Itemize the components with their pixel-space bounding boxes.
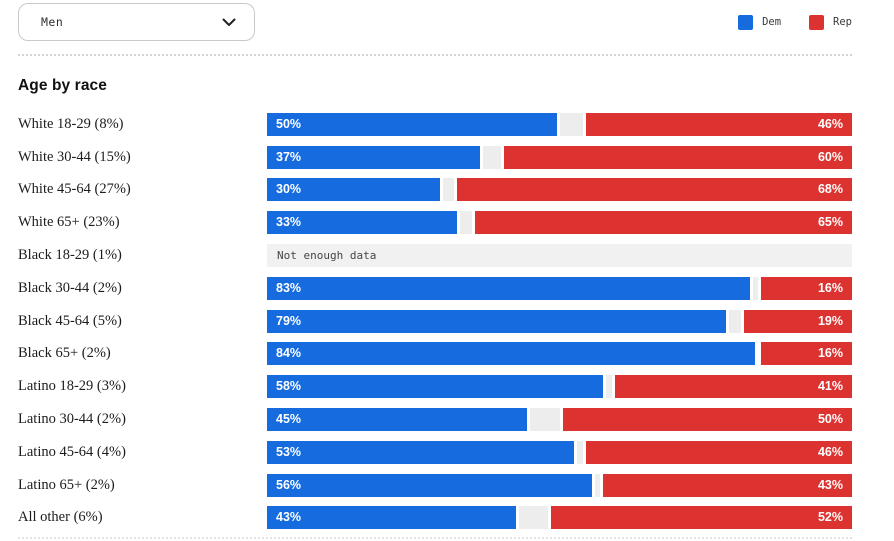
row-label: White 18-29 (8%) — [18, 115, 124, 132]
row-label: Black 45-64 (5%) — [18, 312, 122, 329]
rep-bar: 50% — [559, 408, 852, 432]
chart-row: Latino 30-44 (2%) 45% 50% — [18, 403, 852, 436]
legend: Dem Rep — [738, 14, 852, 30]
gender-filter-dropdown[interactable]: Men — [18, 3, 255, 41]
dem-bar: 30% — [267, 178, 443, 202]
chevron-down-icon — [222, 18, 236, 27]
row-label: Latino 65+ (2%) — [18, 476, 115, 493]
rep-bar: 19% — [740, 309, 852, 333]
dem-bar: 33% — [267, 211, 461, 235]
row-label: All other (6%) — [18, 509, 103, 526]
legend-item-rep: Rep — [809, 14, 852, 30]
bar-track: 45% 50% — [267, 408, 852, 432]
legend-item-dem: Dem — [738, 14, 782, 30]
rep-bar: 52% — [547, 506, 852, 530]
chart-row: Latino 18-29 (3%) 58% 41% — [18, 370, 852, 403]
rep-bar: 41% — [612, 375, 852, 399]
row-label: White 65+ (23%) — [18, 214, 120, 231]
dem-bar: 83% — [267, 276, 753, 300]
dem-legend-label: Dem — [762, 16, 782, 28]
bar-track: 53% 46% — [267, 440, 852, 464]
bar-track: 83% 16% — [267, 276, 852, 300]
rep-bar: 43% — [600, 473, 852, 497]
rep-bar: 65% — [471, 211, 852, 235]
bottom-divider — [18, 537, 852, 540]
dem-bar: 45% — [267, 408, 531, 432]
row-label: White 30-44 (15%) — [18, 148, 131, 165]
chart-row: Latino 65+ (2%) 56% 43% — [18, 469, 852, 502]
dem-bar: 84% — [267, 342, 759, 366]
bar-track: 33% 65% — [267, 211, 852, 235]
bar-track: 30% 68% — [267, 178, 852, 202]
chart-rows: White 18-29 (8%) 50% 46% White 30-44 (15… — [18, 108, 852, 534]
dem-bar: 79% — [267, 309, 730, 333]
dem-bar: 37% — [267, 145, 484, 169]
chart-row: White 45-64 (27%) 30% 68% — [18, 174, 852, 207]
row-label: Black 18-29 (1%) — [18, 247, 122, 264]
dem-bar: 43% — [267, 506, 519, 530]
rep-bar: 16% — [758, 342, 852, 366]
dem-bar: 56% — [267, 473, 595, 497]
dem-bar: 53% — [267, 440, 578, 464]
chart-row: White 30-44 (15%) 37% 60% — [18, 141, 852, 174]
header: Men Dem Rep — [18, 3, 852, 41]
section-title: Age by race — [18, 77, 107, 94]
rep-legend-label: Rep — [833, 16, 852, 28]
row-label: White 45-64 (27%) — [18, 181, 131, 198]
row-label: Black 65+ (2%) — [18, 345, 111, 362]
rep-swatch-icon — [809, 14, 825, 30]
row-label: Black 30-44 (2%) — [18, 279, 122, 296]
chart-row: All other (6%) 43% 52% — [18, 502, 852, 535]
bar-track: Not enough data — [267, 244, 852, 268]
bar-track: 56% 43% — [267, 473, 852, 497]
row-label: Latino 18-29 (3%) — [18, 378, 126, 395]
chart-row: Black 18-29 (1%) Not enough data — [18, 239, 852, 272]
row-label: Latino 30-44 (2%) — [18, 411, 126, 428]
chart-row: Black 65+ (2%) 84% 16% — [18, 338, 852, 371]
rep-bar: 46% — [582, 112, 852, 136]
bar-track: 37% 60% — [267, 145, 852, 169]
bar-track: 50% 46% — [267, 112, 852, 136]
chart-row: Latino 45-64 (4%) 53% 46% — [18, 436, 852, 469]
rep-bar: 16% — [758, 276, 852, 300]
rep-bar: 60% — [501, 145, 852, 169]
rep-bar: 68% — [454, 178, 852, 202]
bar-track: 43% 52% — [267, 506, 852, 530]
gender-filter-value: Men — [41, 15, 64, 29]
row-label: Latino 45-64 (4%) — [18, 443, 126, 460]
bar-track: 58% 41% — [267, 375, 852, 399]
chart-row: Black 45-64 (5%) 79% 19% — [18, 305, 852, 338]
chart-row: White 65+ (23%) 33% 65% — [18, 206, 852, 239]
dem-bar: 58% — [267, 375, 607, 399]
chart-row: White 18-29 (8%) 50% 46% — [18, 108, 852, 141]
dem-swatch-icon — [738, 14, 754, 30]
rep-bar: 46% — [582, 440, 852, 464]
bar-track: 84% 16% — [267, 342, 852, 366]
bar-track: 79% 19% — [267, 309, 852, 333]
top-divider — [18, 54, 852, 56]
chart-row: Black 30-44 (2%) 83% 16% — [18, 272, 852, 305]
dem-bar: 50% — [267, 112, 560, 136]
no-data-note: Not enough data — [277, 249, 377, 263]
